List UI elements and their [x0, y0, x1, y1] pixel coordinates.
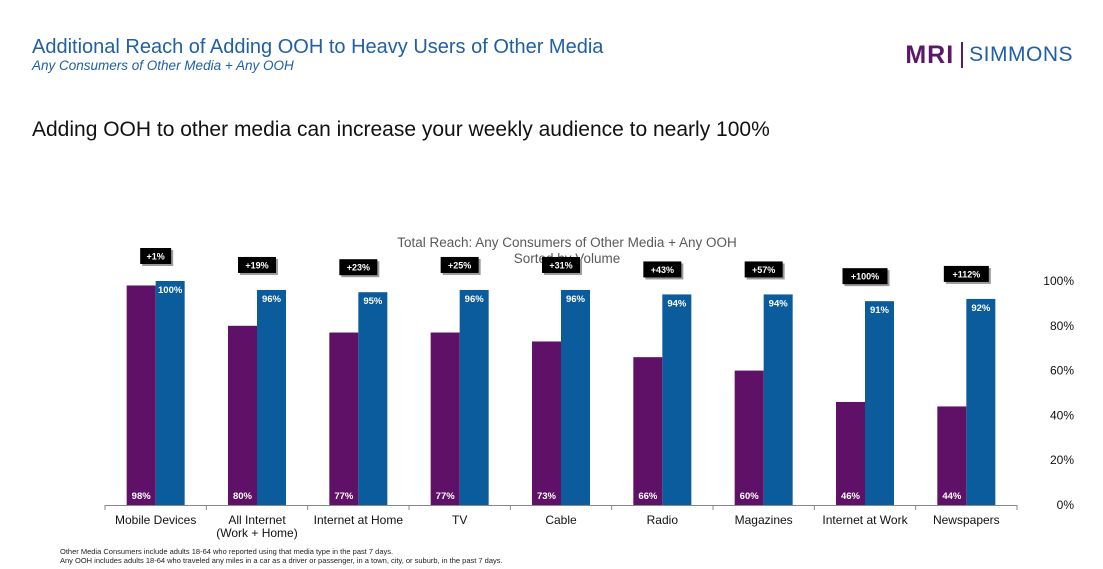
bar-total	[257, 289, 286, 505]
x-tick-label: Internet at Work	[822, 513, 908, 527]
lift-label: +31%	[549, 260, 572, 270]
mri-simmons-logo: MRI SIMMONS	[905, 40, 1073, 70]
bar-total-label: 92%	[971, 303, 991, 314]
y-tick-label: 0%	[1057, 498, 1075, 512]
bar-total	[865, 301, 894, 505]
page-title: Additional Reach of Adding OOH to Heavy …	[32, 36, 604, 58]
lift-label-box	[238, 256, 276, 273]
footnotes: Other Media Consumers include adults 18-…	[60, 547, 503, 565]
logo-simmons: SIMMONS	[969, 43, 1073, 66]
lift-label: +57%	[752, 265, 775, 275]
chart-title: Total Reach: Any Consumers of Other Medi…	[397, 235, 737, 250]
lift-label: +19%	[245, 260, 268, 270]
bar-total-label: 96%	[465, 294, 485, 305]
lift-label-box	[842, 268, 888, 285]
x-tick-label: TV	[452, 513, 467, 527]
lift-label: +23%	[347, 263, 370, 273]
y-tick-label: 100%	[1043, 274, 1074, 288]
bar-media-label: 73%	[537, 491, 557, 502]
bar-total-label: 94%	[667, 298, 687, 309]
bar-media	[329, 332, 359, 505]
lift-label-box	[744, 261, 783, 278]
bar-total-label: 100%	[158, 285, 183, 296]
bar-media	[937, 406, 967, 505]
lift-label-box	[943, 265, 989, 282]
lift-label-box	[643, 261, 682, 278]
logo-divider	[961, 42, 964, 68]
bar-media	[836, 401, 865, 505]
headline: Adding OOH to other media can increase y…	[32, 118, 770, 141]
bar-media-label: 80%	[233, 491, 253, 502]
bar-total-label: 96%	[262, 294, 282, 305]
lift-label: +112%	[952, 269, 980, 279]
lift-label-box	[440, 256, 479, 273]
bar-media-label: 98%	[132, 491, 152, 502]
footnote-ooh: Any OOH includes adults 18-64 who travel…	[60, 556, 503, 565]
bar-media-label: 60%	[740, 491, 760, 502]
bar-media-label: 77%	[334, 491, 354, 502]
footnote-media: Other Media Consumers include adults 18-…	[60, 547, 394, 556]
x-tick-label: (Work + Home)	[216, 526, 297, 540]
x-tick-label: Magazines	[735, 513, 793, 527]
x-tick-label: Internet at Home	[314, 513, 404, 527]
bar-media	[228, 325, 257, 505]
lift-label: +43%	[651, 265, 674, 275]
bar-total	[662, 294, 692, 505]
bar-media-label: 77%	[436, 491, 456, 502]
bar-media-label: 46%	[841, 491, 861, 502]
logo-mri: MRI	[905, 40, 955, 69]
bar-media	[633, 357, 663, 505]
bar-media	[734, 370, 764, 505]
bar-total	[966, 298, 996, 505]
bar-total	[155, 281, 185, 505]
bar-total-label: 94%	[769, 298, 789, 309]
bar-media-label: 66%	[638, 491, 658, 502]
x-tick-label: Radio	[647, 513, 679, 527]
lift-label: +1%	[147, 252, 165, 262]
x-tick-label: Cable	[545, 513, 577, 527]
bar-total	[459, 289, 489, 505]
lift-label-box	[140, 248, 172, 264]
bar-media	[532, 341, 561, 505]
lift-label: +25%	[448, 260, 471, 270]
lift-label-box	[339, 259, 378, 276]
lift-label: +100%	[851, 272, 879, 282]
bar-media	[126, 285, 156, 505]
page-subtitle: Any Consumers of Other Media + Any OOH	[32, 58, 294, 73]
y-tick-label: 40%	[1050, 408, 1074, 422]
bar-media	[430, 332, 460, 505]
bar-total	[763, 294, 793, 505]
bar-total-label: 96%	[566, 294, 586, 305]
bar-media-label: 44%	[942, 491, 962, 502]
bar-total-label: 91%	[870, 305, 890, 316]
bar-total	[561, 289, 590, 505]
x-tick-label: All Internet	[228, 513, 286, 527]
y-tick-label: 80%	[1050, 319, 1074, 333]
y-tick-label: 60%	[1050, 364, 1074, 378]
y-tick-label: 20%	[1050, 453, 1074, 467]
bar-total	[358, 292, 388, 505]
bar-total-label: 95%	[363, 296, 383, 307]
x-tick-label: Newspapers	[933, 513, 1000, 527]
x-tick-label: Mobile Devices	[115, 513, 196, 527]
lift-label-box	[542, 256, 580, 273]
